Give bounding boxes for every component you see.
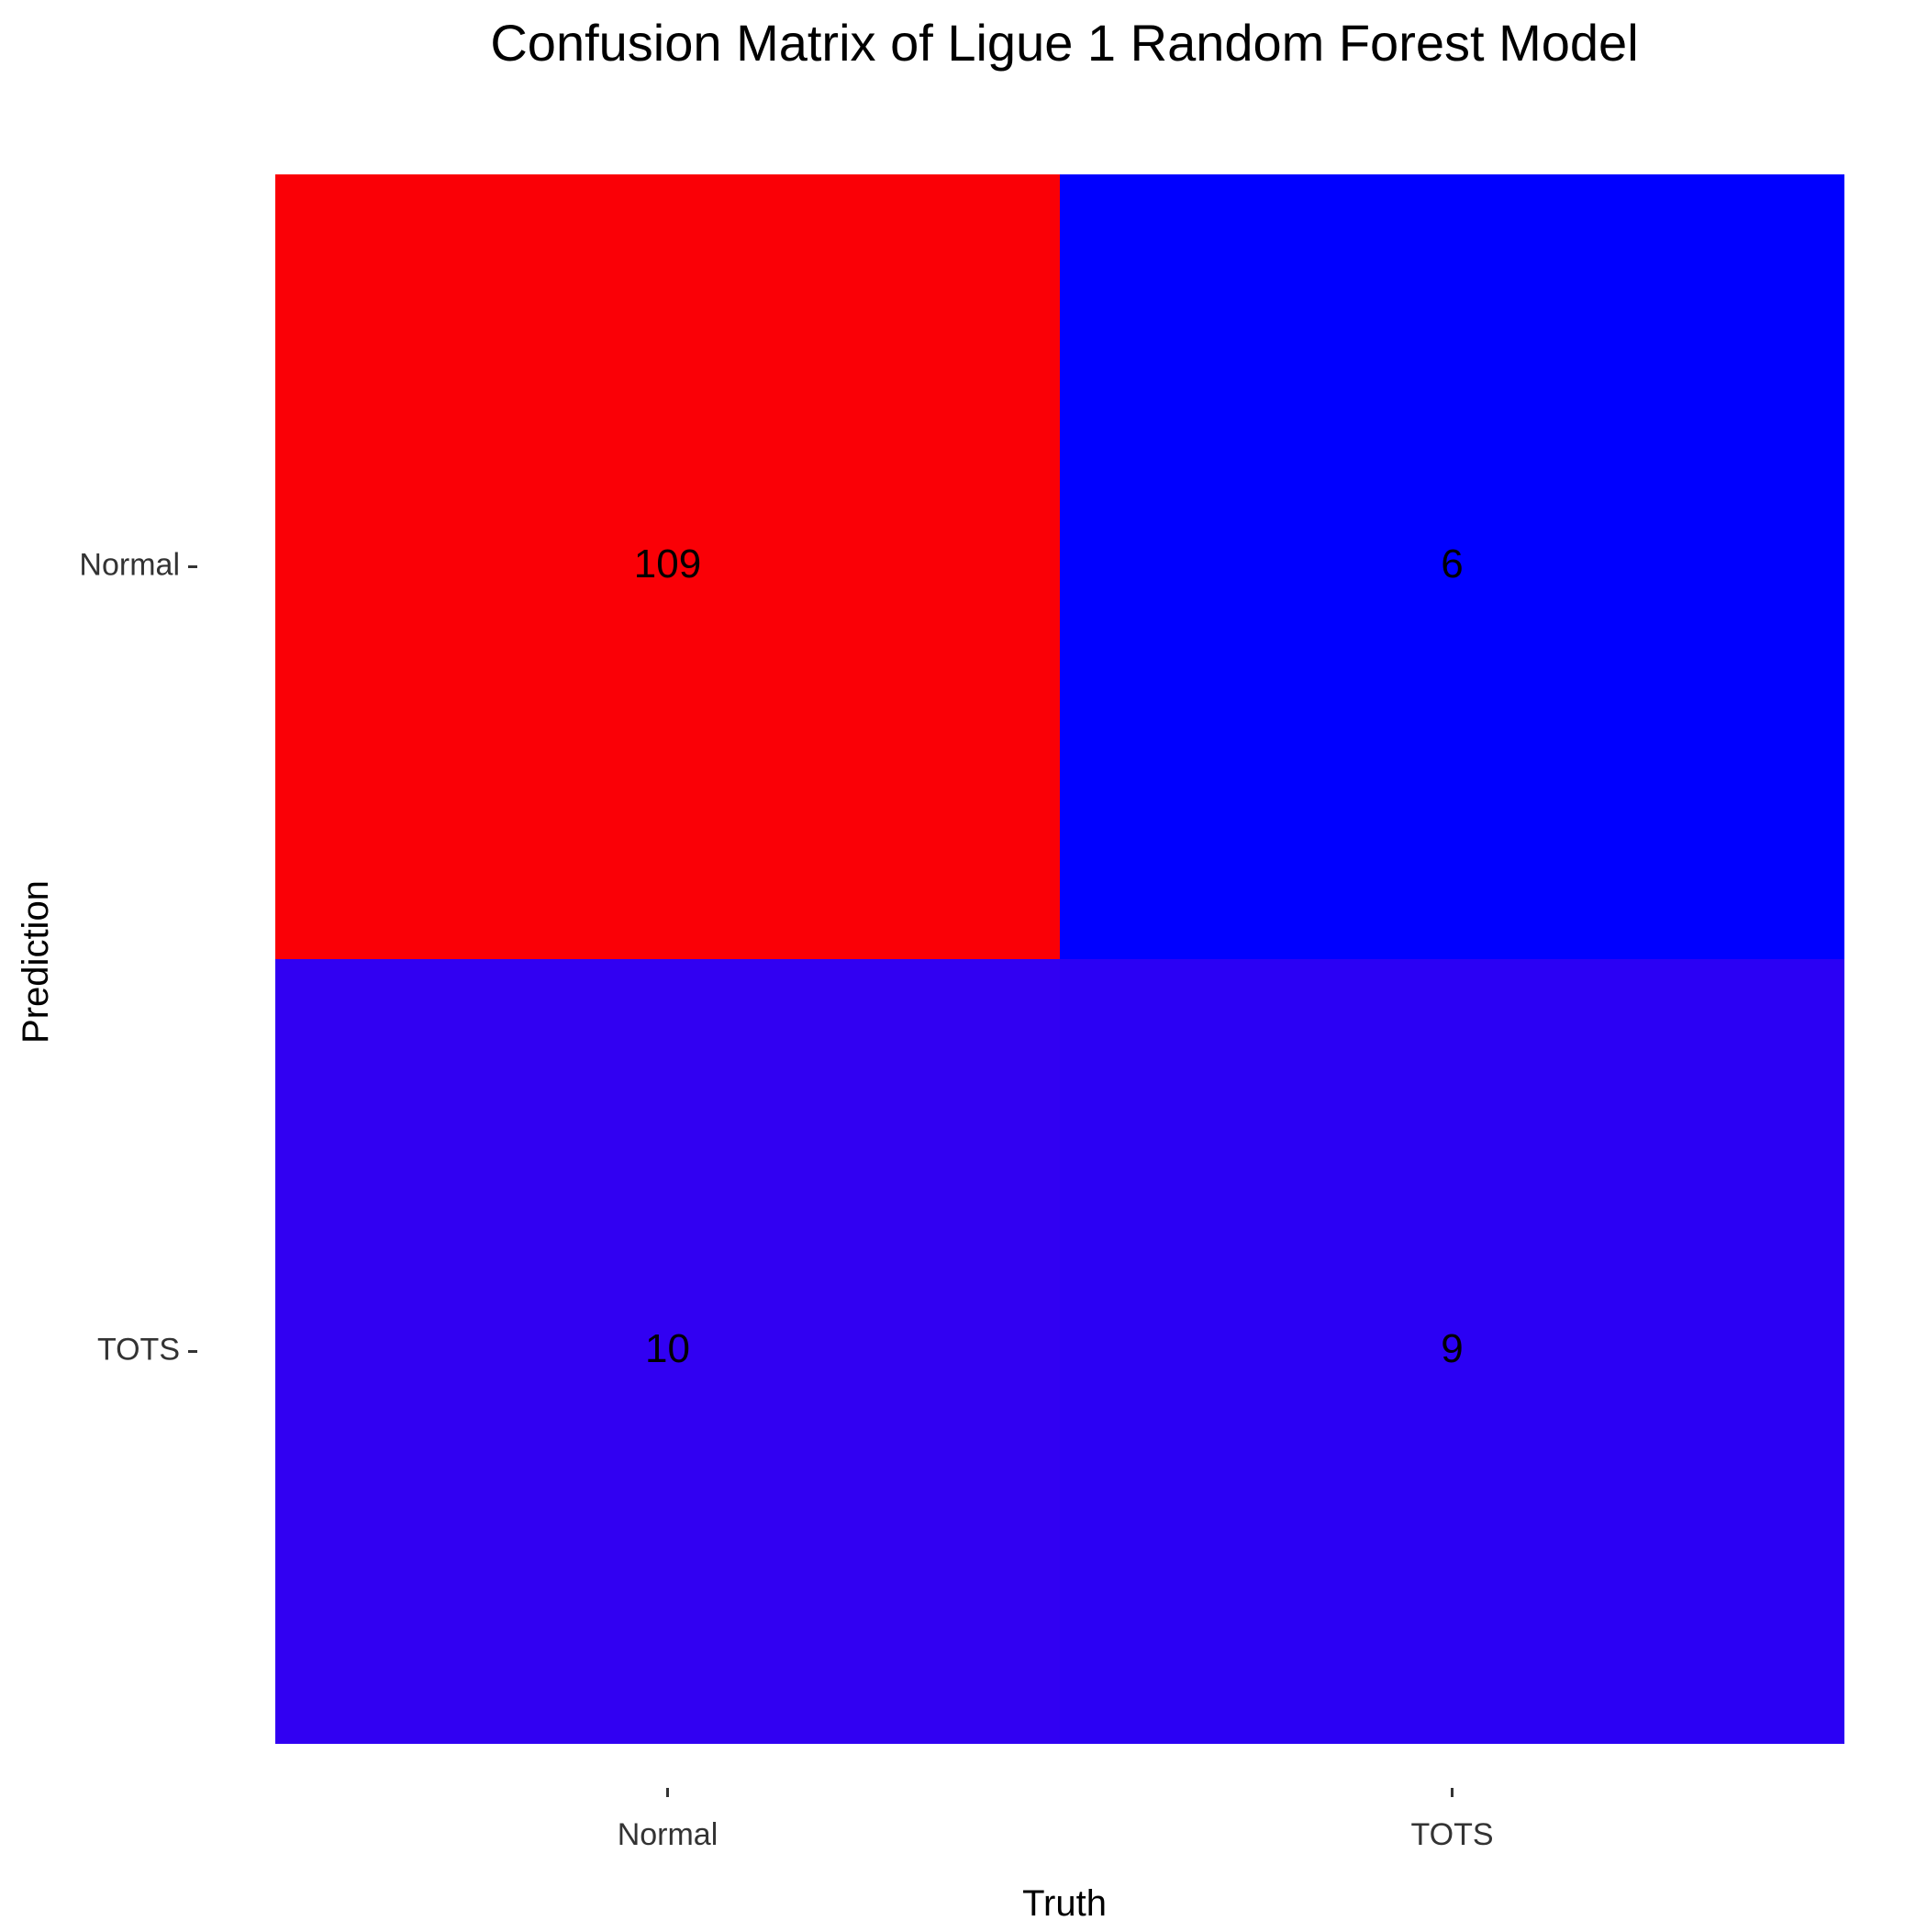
heatmap-cell	[1060, 959, 1844, 1744]
x-axis-ticks: Normal TOTS	[618, 1788, 1494, 1852]
chart-title: Confusion Matrix of Ligue 1 Random Fores…	[490, 14, 1638, 72]
cell-value-label: 109	[634, 542, 701, 586]
heatmap-cell	[1060, 174, 1844, 959]
y-axis-title: Prediction	[16, 880, 56, 1044]
cell-value-labels: 109 610 9	[634, 542, 1464, 1371]
cell-value-label: 9	[1441, 1326, 1463, 1371]
heatmap-cell	[275, 174, 1060, 959]
y-tick-label: Normal	[79, 547, 180, 582]
cell-value-label: 6	[1441, 542, 1463, 586]
cell-value-label: 10	[645, 1326, 690, 1371]
x-tick-label: Normal	[618, 1817, 718, 1852]
y-axis-ticks: Normal TOTS	[79, 547, 197, 1367]
y-tick-label: TOTS	[97, 1332, 180, 1367]
x-tick-label: TOTS	[1410, 1817, 1493, 1852]
heatmap-cell	[275, 959, 1060, 1744]
heatmap-cells	[275, 174, 1844, 1744]
x-axis-title: Truth	[1022, 1883, 1107, 1924]
